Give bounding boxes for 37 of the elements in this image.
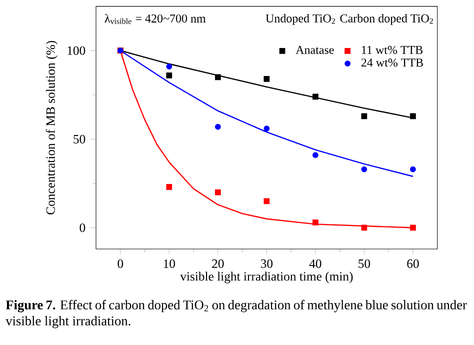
point xyxy=(361,113,368,120)
legend-label: Anatase xyxy=(296,46,334,54)
point xyxy=(264,198,270,204)
x-tick-label: 60 xyxy=(407,259,419,268)
x-tick-label: 10 xyxy=(164,259,175,268)
point xyxy=(361,166,368,172)
point xyxy=(264,126,270,132)
x-tick-label: 20 xyxy=(212,259,224,268)
point xyxy=(214,74,221,80)
point xyxy=(361,224,368,231)
point xyxy=(410,113,416,120)
point xyxy=(166,72,172,78)
point xyxy=(214,189,221,196)
point xyxy=(312,219,318,226)
point xyxy=(410,224,416,231)
point xyxy=(214,124,221,130)
x-tick-label: 50 xyxy=(358,259,370,268)
legend-label: 24 wt% TTB xyxy=(361,58,423,67)
annotation: λ$_{visible}$ = 420~700 nm xyxy=(104,14,206,24)
point xyxy=(264,76,270,82)
x-tick-label: 40 xyxy=(309,259,322,268)
annotation: Carbon doped TiO$_{2}$ xyxy=(340,14,433,25)
y-axis-title: Concentration of MB solution (%) xyxy=(46,40,58,214)
point xyxy=(166,184,172,190)
point xyxy=(312,152,318,158)
x-axis-title: visible light irradiation time (min) xyxy=(180,272,353,284)
y-tick-label: 50 xyxy=(74,134,86,144)
point xyxy=(410,166,416,172)
annotation: Undoped TiO$_{2}$ xyxy=(266,14,335,25)
x-tick-label: 0 xyxy=(118,259,124,268)
point xyxy=(166,64,172,70)
y-tick-label: 100 xyxy=(68,46,86,55)
legend-label: 11 wt% TTB xyxy=(362,46,423,54)
point xyxy=(312,94,318,100)
text: Figure 7. Effect of carbon doped TiO$_{2}$ on degradation of methylene blue solution under visible light irradiation. xyxy=(6,300,467,328)
x-tick-label: 30 xyxy=(260,259,273,268)
y-tick-label: 0 xyxy=(80,223,86,232)
